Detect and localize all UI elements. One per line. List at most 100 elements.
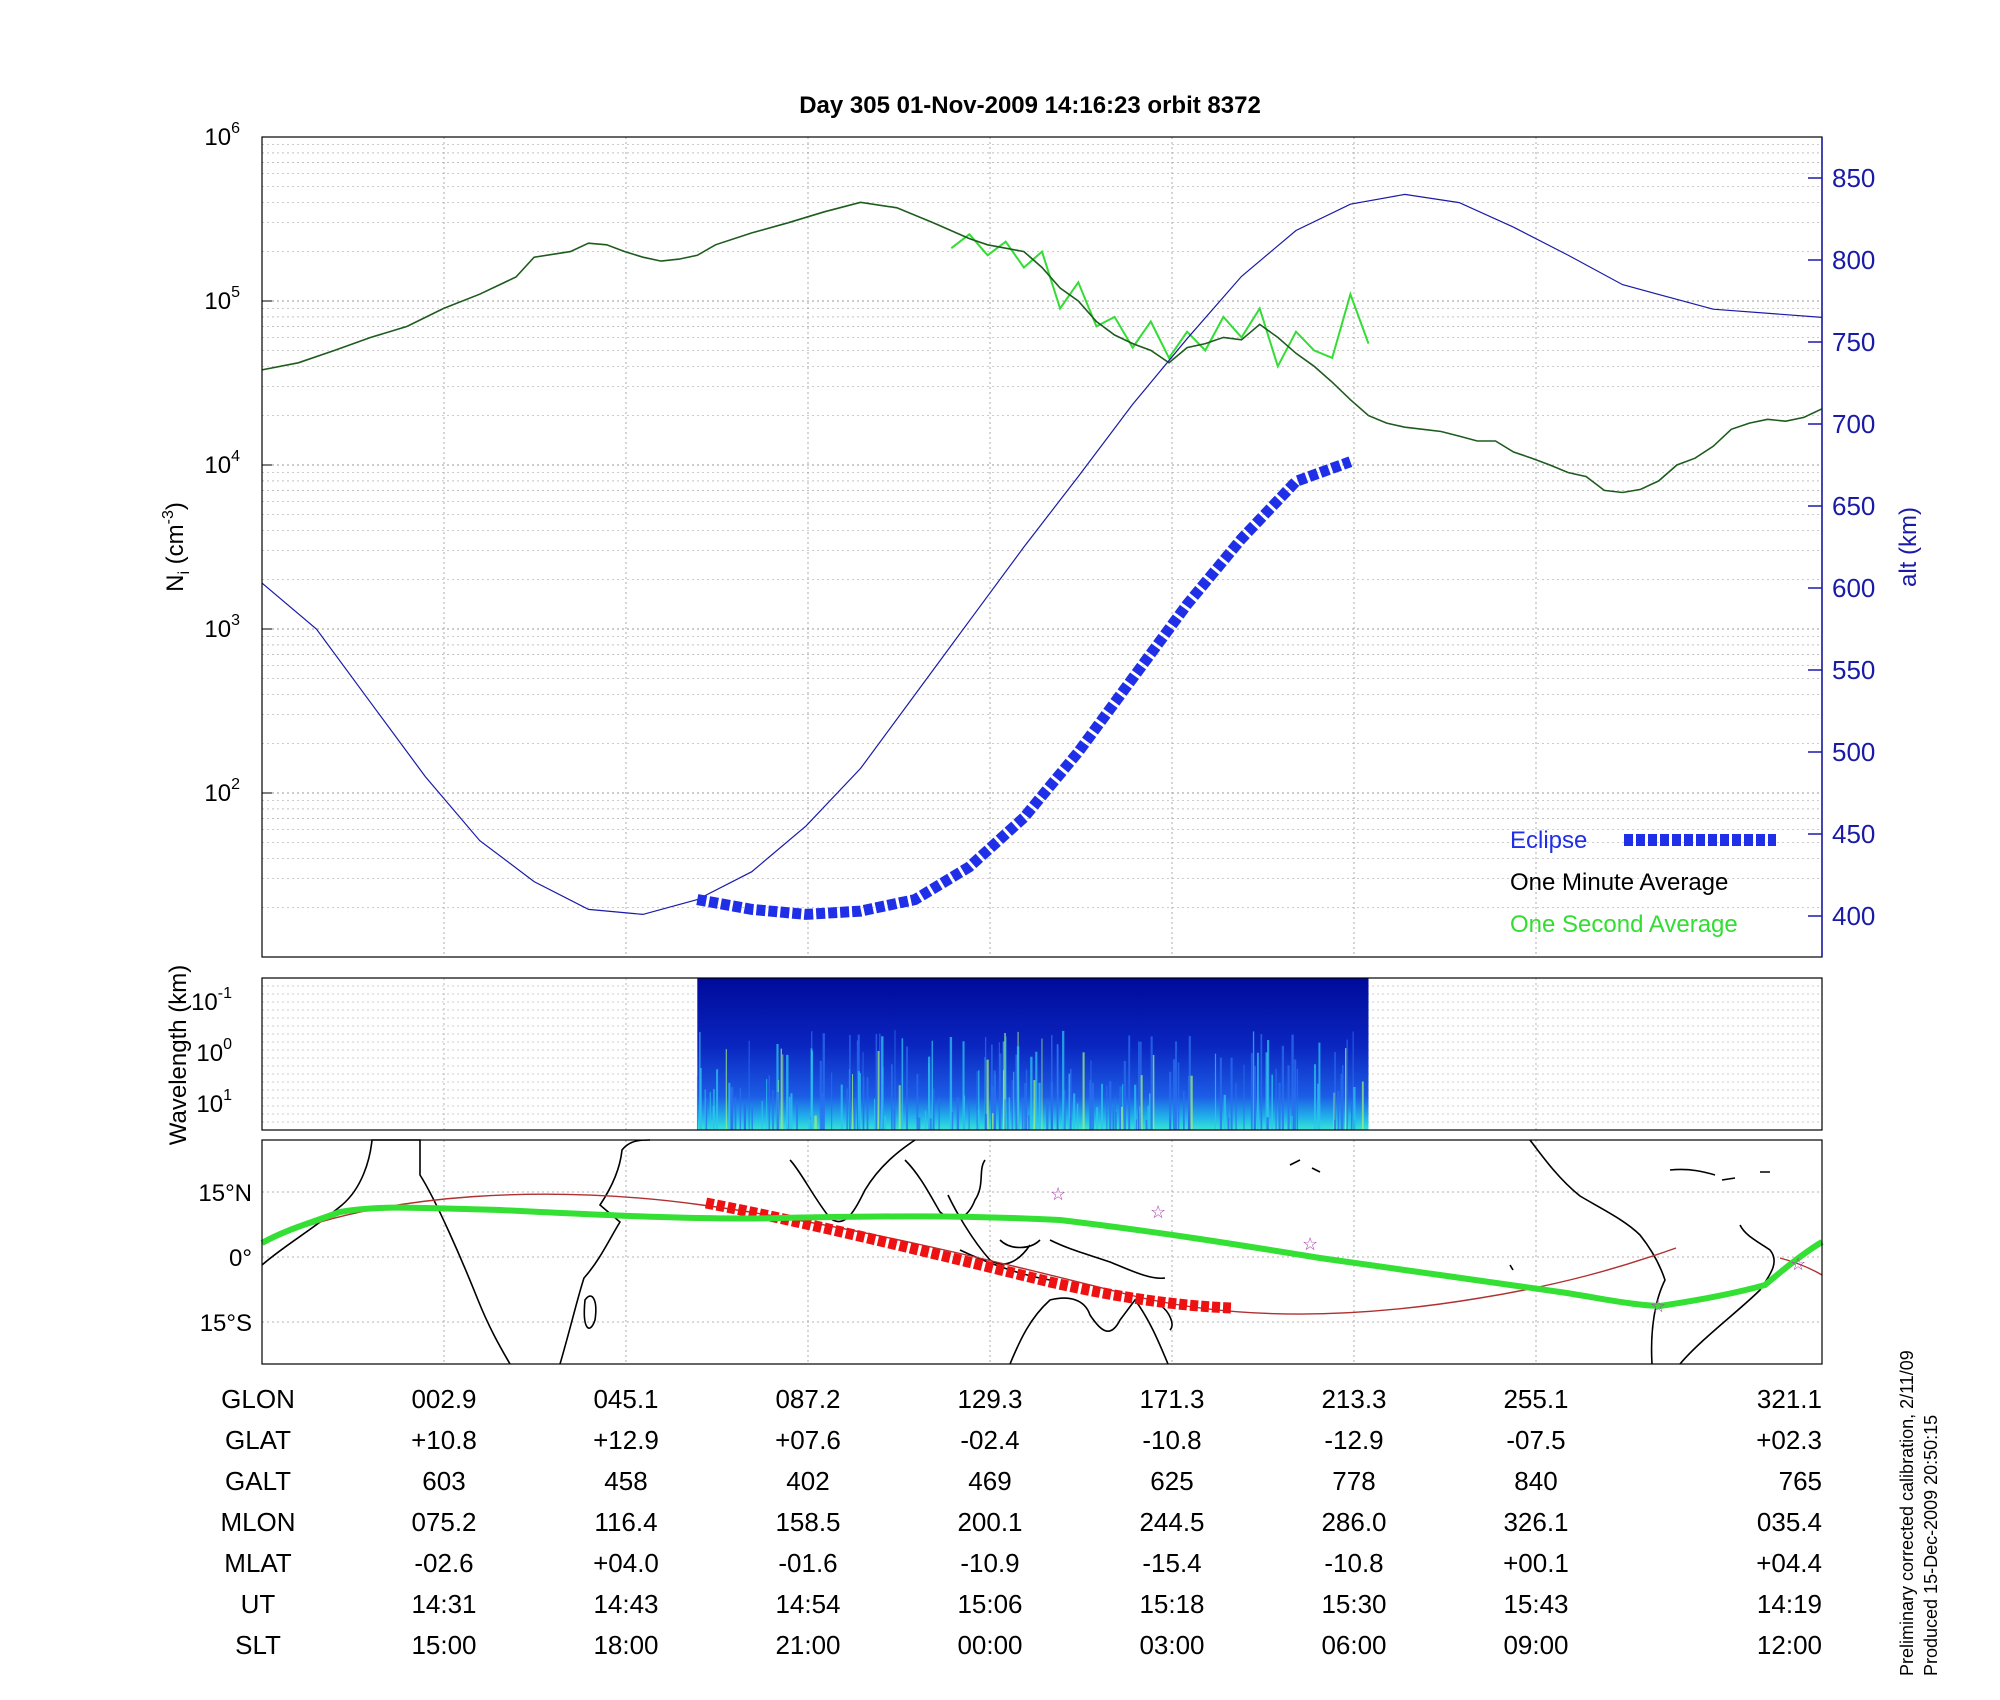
table-cell: 765: [1779, 1466, 1822, 1496]
map-grid: [262, 1140, 1822, 1364]
coast-australia: [1009, 1297, 1169, 1365]
table-cell: 035.4: [1757, 1507, 1822, 1537]
one-second-average-line: [950, 232, 1370, 369]
table-cell: 116.4: [594, 1507, 657, 1537]
table-cell: -10.9: [960, 1548, 1019, 1578]
svg-text:Ni (cm-3): Ni (cm-3): [160, 502, 193, 592]
table-cell: +10.8: [411, 1425, 477, 1455]
spectrogram-tick-label: 101: [196, 1087, 232, 1118]
table-cell: -01.6: [778, 1548, 837, 1578]
left-tick-label: 106: [204, 120, 240, 151]
spectrogram-streaks: [696, 1030, 1364, 1130]
table-cell: 14:54: [775, 1589, 840, 1619]
table-cell: +02.3: [1756, 1425, 1822, 1455]
table-row-label: GLAT: [225, 1425, 291, 1455]
coast-arabia-india: [789, 1139, 916, 1223]
table-cell: 075.2: [411, 1507, 476, 1537]
coast-islands-pacific: [1159, 1159, 1514, 1331]
table-cell: 286.0: [1321, 1507, 1386, 1537]
table-cell: 09:00: [1503, 1630, 1568, 1660]
map-tick-label: 15°N: [198, 1180, 252, 1207]
table-cell: 14:31: [411, 1589, 476, 1619]
table-row-label: SLT: [235, 1630, 281, 1660]
spectrogram-y-ticks: 10-1 100 101: [191, 985, 232, 1118]
right-tick-label: 500: [1832, 737, 1875, 767]
table-cell: 255.1: [1503, 1384, 1568, 1414]
left-tick-label: 103: [204, 612, 240, 643]
spectrogram-tick-label: 100: [196, 1036, 232, 1067]
table-cell: 321.1: [1757, 1384, 1822, 1414]
table-cell: 00:00: [957, 1630, 1022, 1660]
table-cell: 12:00: [1757, 1630, 1822, 1660]
table-row-label: UT: [241, 1589, 276, 1619]
table-cell: 213.3: [1321, 1384, 1386, 1414]
altitude-line: [261, 193, 1823, 916]
table-cell: 21:00: [775, 1630, 840, 1660]
right-tick-label: 600: [1832, 573, 1875, 603]
right-tick-label: 850: [1832, 163, 1875, 193]
map-y-ticks: 15°N 0° 15°S: [198, 1180, 252, 1337]
table-cell: 15:43: [1503, 1589, 1568, 1619]
legend-second-label: One Second Average: [1510, 911, 1738, 938]
right-tick-label: 450: [1832, 819, 1875, 849]
spectrogram-tick-label: 10-1: [191, 985, 232, 1016]
table-cell: 15:00: [411, 1630, 476, 1660]
orbit-eclipse-line: [704, 1197, 1233, 1314]
density-altitude-panel: 102 103 104 105 106 400 450 500 550 600 650 700 750…: [160, 120, 1922, 958]
table-cell: 045.1: [593, 1384, 658, 1414]
top-panel-curves: [261, 193, 1823, 920]
map-tick-label: 15°S: [200, 1310, 252, 1337]
table-cell: 15:06: [957, 1589, 1022, 1619]
left-axis-label: Ni (cm-3): [160, 502, 193, 592]
table-cell: 840: [1514, 1466, 1557, 1496]
table-cell: 03:00: [1139, 1630, 1204, 1660]
table-cell: 14:19: [1757, 1589, 1822, 1619]
ground-track-line: [260, 1204, 1824, 1310]
table-row-label: GLON: [221, 1384, 295, 1414]
star-marker: ☆: [1050, 1184, 1066, 1204]
table-cell: -10.8: [1142, 1425, 1201, 1455]
table-cell: 002.9: [411, 1384, 476, 1414]
table-cell: 458: [604, 1466, 647, 1496]
legend-eclipse-label: Eclipse: [1510, 827, 1587, 854]
left-tick-label: 104: [204, 448, 240, 479]
table-cell: +00.1: [1503, 1548, 1569, 1578]
table-cell: +12.9: [593, 1425, 659, 1455]
ground-track-map-panel: ☆ ☆ ☆ ☆ ☆ 15°N 0° 15°S: [198, 1139, 1824, 1365]
table-cell: 603: [422, 1466, 465, 1496]
star-marker: ☆: [1790, 1254, 1806, 1274]
star-marker: ☆: [1650, 1296, 1666, 1316]
map-coastlines: [261, 1139, 1775, 1365]
table-cell: +04.4: [1756, 1548, 1822, 1578]
produced-note: Produced 15-Dec-2009 20:50:15: [1921, 1415, 1941, 1676]
table-cell: +07.6: [775, 1425, 841, 1455]
table-cell: 14:43: [593, 1589, 658, 1619]
table-cell: 244.5: [1139, 1507, 1204, 1537]
table-cell: -10.8: [1324, 1548, 1383, 1578]
table-cell: 402: [786, 1466, 829, 1496]
table-cell: +04.0: [593, 1548, 659, 1578]
table-cell: -02.4: [960, 1425, 1019, 1455]
table-cell: 778: [1332, 1466, 1375, 1496]
left-tick-label: 102: [204, 776, 240, 807]
calibration-note: Preliminary corrected calibration, 2/11/…: [1897, 1350, 1917, 1676]
eclipse-line: [696, 456, 1353, 920]
right-axis-label: alt (km): [1895, 507, 1922, 587]
table-cell: -07.5: [1506, 1425, 1565, 1455]
table-cell: -12.9: [1324, 1425, 1383, 1455]
table-cell: 15:18: [1139, 1589, 1204, 1619]
map-tick-label: 0°: [229, 1245, 252, 1272]
table-cell: 06:00: [1321, 1630, 1386, 1660]
table-cell: -02.6: [414, 1548, 473, 1578]
right-tick-label: 750: [1832, 327, 1875, 357]
map-curves: [260, 1193, 1824, 1315]
spectrogram-image: [697, 978, 1369, 1130]
right-axis-ticks: 400 450 500 550 600 650 700 750 800 850: [1808, 163, 1875, 931]
map-frame: [261, 1139, 1823, 1365]
table-cell: 158.5: [775, 1507, 840, 1537]
table-cell: 087.2: [775, 1384, 840, 1414]
right-tick-label: 550: [1832, 655, 1875, 685]
spectrogram-y-label: Wavelength (km): [165, 965, 192, 1146]
spectrogram-frame: [261, 977, 1823, 1131]
legend: Eclipse One Minute Average One Second Av…: [1510, 827, 1776, 938]
